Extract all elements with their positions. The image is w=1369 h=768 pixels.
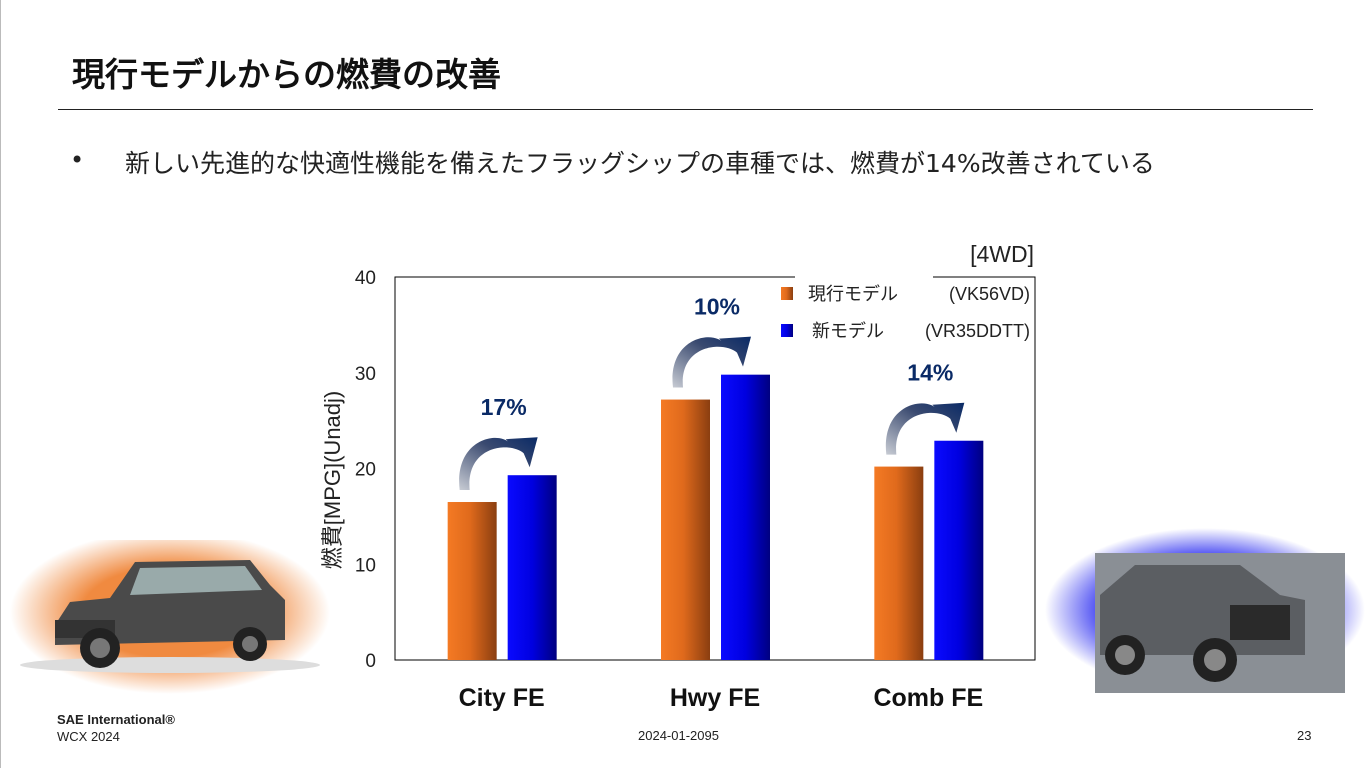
improvement-arrow (885, 402, 965, 455)
bar-new-1 (721, 374, 770, 660)
bar-current-1 (661, 399, 710, 660)
y-axis-label: 燃費[MPG](Unadj) (320, 391, 345, 569)
bar-current-0 (447, 502, 497, 660)
legend-swatch (781, 287, 793, 300)
drive-annotation: [4WD] (970, 241, 1034, 267)
current-model-car (10, 540, 330, 694)
y-tick-label: 0 (365, 651, 376, 672)
y-tick-label: 20 (355, 460, 376, 481)
legend-code: (VR35DDTT) (925, 321, 1030, 341)
x-tick-label: City FE (459, 684, 545, 712)
legend-name: 現行モデル (808, 284, 898, 304)
bullet-marker: • (70, 146, 85, 174)
slide-edge (0, 0, 1, 768)
y-tick-label: 40 (355, 268, 376, 289)
legend-code: (VK56VD) (949, 284, 1030, 304)
footer-event: WCX 2024 (57, 729, 120, 744)
improvement-arrow (459, 437, 538, 491)
new-model-car (1045, 528, 1365, 693)
x-tick-label: Hwy FE (670, 684, 760, 712)
y-tick-label: 10 (355, 555, 376, 576)
improvement-arrow (672, 336, 751, 388)
legend-name: 新モデル (812, 321, 884, 341)
y-tick-label: 30 (355, 364, 376, 385)
legend-swatch (781, 324, 793, 337)
footer-paper-id: 2024-01-2095 (638, 728, 719, 743)
legend: 現行モデル (VK56VD) 新モデル (VR35DDTT) (781, 284, 1030, 341)
bar-current-2 (874, 466, 924, 660)
footer-org: SAE International® (57, 712, 175, 727)
improvement-label: 14% (907, 360, 953, 386)
improvement-label: 17% (481, 394, 527, 420)
legend-gap (795, 266, 933, 284)
bar-new-2 (934, 440, 984, 660)
slide-title: 現行モデルからの燃費の改善 (72, 55, 501, 94)
plot-area (394, 276, 1036, 661)
title-divider (58, 109, 1313, 110)
bullet-text: 新しい先進的な快適性機能を備えたフラッグシップの車種では、燃費が14%改善されて… (125, 149, 1155, 178)
bar-new-0 (507, 475, 557, 660)
page-number: 23 (1297, 728, 1312, 743)
x-tick-label: Comb FE (873, 684, 983, 712)
improvement-label: 10% (694, 294, 740, 320)
